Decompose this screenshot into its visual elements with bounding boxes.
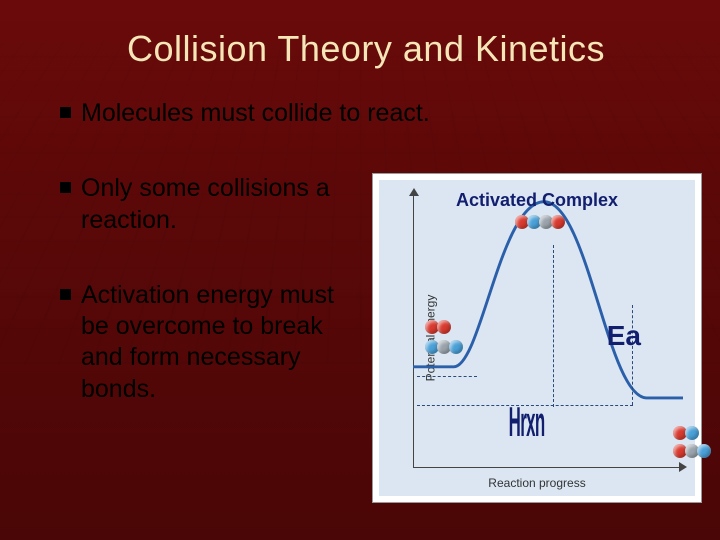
chart-plot-area: Potential energy Reaction progress Activ… [379, 180, 695, 496]
bullet-square-icon [60, 107, 71, 118]
x-axis-arrow-icon [679, 462, 687, 472]
dashed-line-reactants [417, 376, 477, 377]
slide: Collision Theory and Kinetics Molecules … [0, 0, 720, 540]
energy-diagram: Potential energy Reaction progress Activ… [372, 173, 702, 503]
dashed-line-peak [553, 245, 554, 407]
activated-complex-label: Activated Complex [456, 190, 618, 211]
hrxn-label: Hrxn [509, 398, 545, 448]
slide-title: Collision Theory and Kinetics [60, 28, 672, 70]
bullet-square-icon [60, 289, 71, 300]
x-axis [413, 467, 683, 468]
bullet-square-icon [60, 182, 71, 193]
bullet-item: Molecules must collide to react. [60, 98, 672, 129]
bullet-row-full: Molecules must collide to react. [60, 98, 672, 129]
content-row: Only some collisions a reaction. Activat… [60, 173, 672, 503]
bullet-text: Molecules must collide to react. [81, 98, 430, 129]
bullet-item: Activation energy must be overcome to br… [60, 280, 360, 405]
bullet-item: Only some collisions a reaction. [60, 173, 360, 236]
bullet-list: Only some collisions a reaction. Activat… [60, 173, 360, 503]
atom-blue [697, 444, 711, 458]
bullet-text: Activation energy must be overcome to br… [81, 280, 360, 405]
ea-label: Ea [607, 320, 641, 352]
atom-blue [685, 426, 699, 440]
atom-red [551, 215, 565, 229]
x-axis-label: Reaction progress [488, 476, 585, 490]
energy-curve [413, 192, 683, 445]
curve-path [413, 202, 683, 398]
bullet-text: Only some collisions a reaction. [81, 173, 360, 236]
